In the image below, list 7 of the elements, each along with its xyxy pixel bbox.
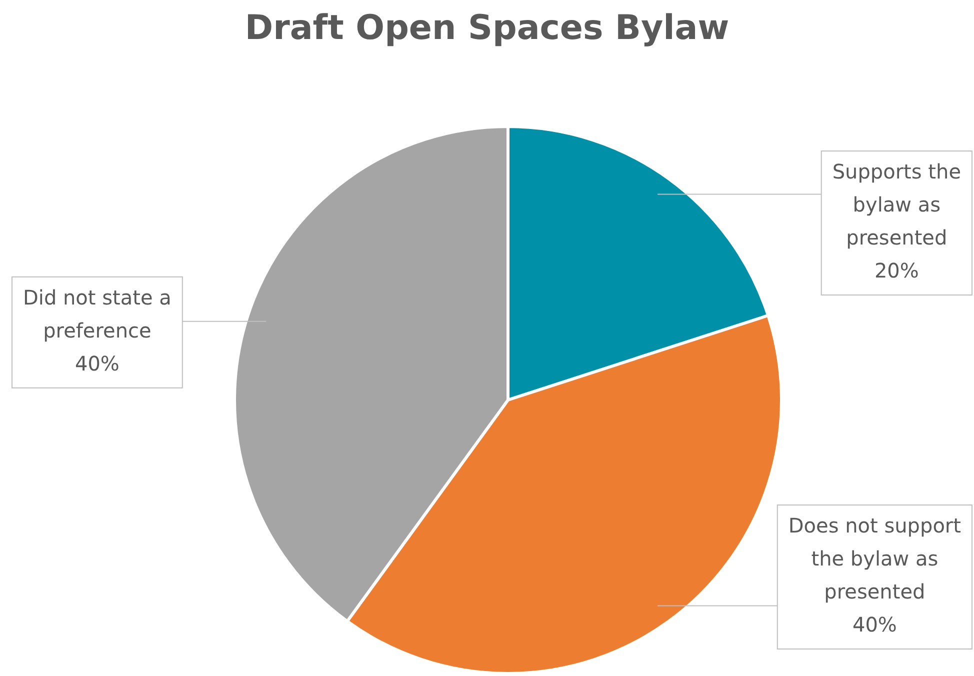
chart-title: Draft Open Spaces Bylaw [244, 8, 730, 48]
data-label: 40% [852, 612, 897, 637]
data-label: 20% [874, 258, 919, 283]
slice-label: Does not support the bylaw as presented [788, 514, 962, 604]
data-label: 40% [74, 352, 120, 376]
slice-label: Did not state a preference [22, 286, 172, 343]
slice-label: Supports the bylaw as presented [832, 160, 962, 250]
